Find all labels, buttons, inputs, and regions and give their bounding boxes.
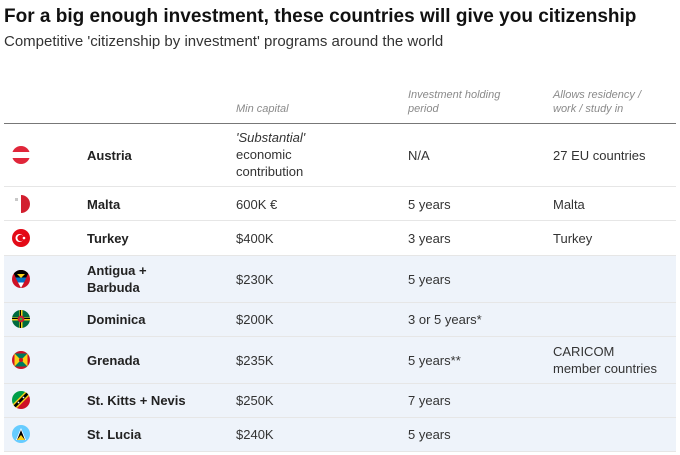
residency-value: 27 EU countries — [553, 148, 646, 163]
residency-value: Turkey — [553, 231, 593, 246]
country-name: Turkey — [87, 231, 129, 246]
residency-value: Malta — [553, 197, 585, 212]
holding-period-value: 3 or 5 years* — [408, 312, 482, 327]
min-capital-value: 'Substantial' economic contribution — [236, 130, 306, 179]
st-lucia-flag-icon — [12, 425, 30, 443]
holding-period-value: 7 years — [408, 393, 451, 408]
holding-period-value: 5 years — [408, 272, 451, 287]
table-row-turkey: Turkey $400K 3 years Turkey — [4, 221, 676, 256]
holding-period-value: 5 years — [408, 427, 451, 442]
austria-flag-icon — [12, 146, 30, 164]
holding-period-value: 5 years — [408, 197, 451, 212]
holding-period-value: 5 years** — [408, 353, 461, 368]
table-row-antigua-barbuda: Antigua + Barbuda $230K 5 years — [4, 256, 676, 303]
min-capital-value: 600K € — [236, 197, 278, 212]
country-name: St. Kitts + Nevis — [87, 393, 186, 408]
residency-value: CARICOM member countries — [553, 344, 658, 376]
header-divider — [4, 123, 676, 124]
grenada-flag-icon — [12, 351, 30, 369]
min-capital-value: $230K — [236, 272, 274, 287]
min-capital-value: $400K — [236, 231, 274, 246]
table-row-austria: Austria 'Substantial' economic contribut… — [4, 124, 676, 187]
country-name: Austria — [87, 148, 132, 163]
table-row-malta: Malta 600K € 5 years Malta — [4, 187, 676, 221]
table-row-dominica: Dominica $200K 3 or 5 years* — [4, 303, 676, 337]
table-row-grenada: Grenada $235K 5 years** CARICOM member c… — [4, 337, 676, 384]
st-kitts-nevis-flag-icon — [12, 391, 30, 409]
country-name: Grenada — [87, 353, 140, 368]
malta-flag-icon — [12, 195, 30, 213]
turkey-flag-icon — [12, 229, 30, 247]
dominica-flag-icon — [12, 310, 30, 328]
holding-period-value: N/A — [408, 148, 430, 163]
holding-period-value: 3 years — [408, 231, 451, 246]
country-name: Dominica — [87, 312, 146, 327]
header-holding-period: Investment holding period — [408, 89, 501, 115]
min-capital-value: $235K — [236, 353, 274, 368]
country-name: Malta — [87, 197, 121, 212]
header-min-capital: Min capital — [236, 103, 289, 115]
header-residency: Allows residency / work / study in — [553, 89, 642, 115]
country-name: St. Lucia — [87, 427, 142, 442]
country-name: Antigua + Barbuda — [87, 263, 147, 295]
table-row-st-lucia: St. Lucia $240K 5 years — [4, 418, 676, 452]
min-capital-value: $250K — [236, 393, 274, 408]
min-capital-value: $240K — [236, 427, 274, 442]
antigua-barbuda-flag-icon — [12, 270, 30, 288]
page-subtitle: Competitive 'citizenship by investment' … — [4, 33, 444, 50]
min-capital-value: $200K — [236, 312, 274, 327]
table-row-st-kitts-nevis: St. Kitts + Nevis $250K 7 years — [4, 384, 676, 418]
page-title: For a big enough investment, these count… — [4, 6, 637, 27]
